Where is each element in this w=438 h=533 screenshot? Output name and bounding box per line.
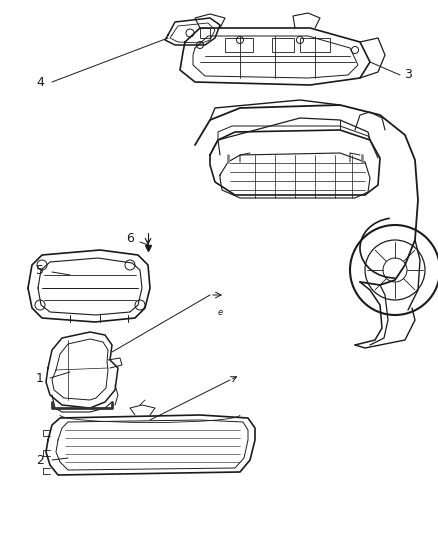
Text: 3: 3 (404, 69, 412, 82)
Text: 2: 2 (36, 454, 44, 466)
Text: e: e (217, 308, 223, 317)
Text: 5: 5 (36, 263, 44, 277)
Text: 4: 4 (36, 76, 44, 88)
Bar (272, 38, 294, 52)
Bar (300, 38, 330, 52)
Bar (225, 38, 253, 52)
Text: 1: 1 (36, 372, 44, 384)
Bar (200, 28, 210, 38)
Text: 6: 6 (126, 231, 134, 245)
